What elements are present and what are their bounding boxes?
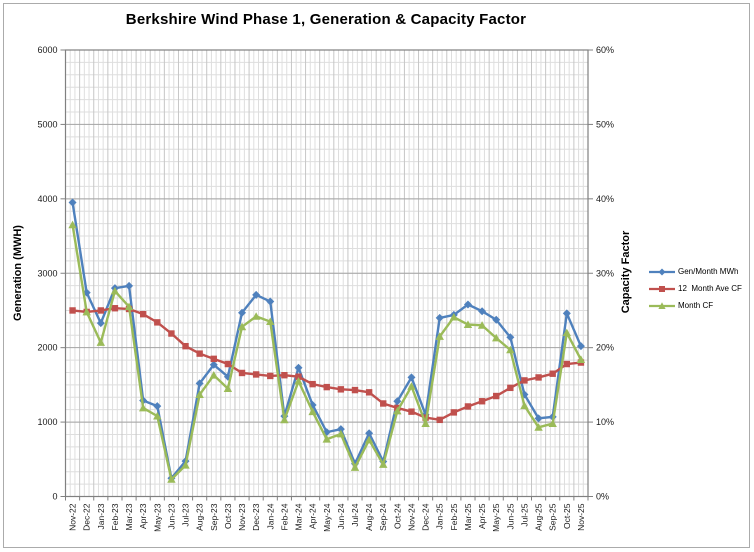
x-tick-label: Aug-24: [364, 503, 374, 531]
legend-label: Month CF: [678, 301, 714, 310]
y-right-tick-label: 0%: [596, 492, 609, 502]
x-tick-label: Aug-25: [534, 503, 544, 531]
x-tick-label: Oct-24: [392, 503, 402, 529]
y-right-tick-label: 40%: [596, 194, 614, 204]
x-tick-label: May-24: [322, 503, 332, 532]
x-tick-label: Oct-25: [562, 503, 572, 529]
x-tick-label: Jan-24: [265, 503, 275, 529]
x-tick-label: Nov-22: [68, 503, 78, 531]
x-tick-label: Nov-23: [237, 503, 247, 531]
x-tick-label: May-25: [491, 503, 501, 532]
x-tick-label: Jul-23: [181, 503, 191, 526]
x-tick-label: Jan-25: [435, 503, 445, 529]
legend-item-12-month-ave-cf: 12 Month Ave CF: [648, 283, 752, 294]
x-tick-label: Apr-23: [138, 503, 148, 529]
y-right-tick-label: 20%: [596, 343, 614, 353]
plot-area: 0 1000 2000 3000 4000 5000 6000 0% 10% 20% 30% 40% 5…: [37, 45, 614, 532]
left-axis-title: Generation (MWH): [12, 225, 24, 321]
x-tick-label: Jan-23: [96, 503, 106, 529]
right-axis-title: Capacity Factor: [620, 230, 632, 313]
x-tick-label: May-23: [152, 503, 162, 532]
y-right-tick-label: 50%: [596, 119, 614, 129]
y-right-tick-label: 10%: [596, 417, 614, 427]
x-tick-label: Oct-23: [223, 503, 233, 529]
legend: Gen/Month MWh 12 Month Ave CF Month CF: [648, 266, 752, 311]
x-tick-label: Nov-25: [576, 503, 586, 531]
x-tick-label: Apr-24: [308, 503, 318, 529]
legend-swatch-line-triangle-icon: [649, 301, 675, 309]
x-tick-label: Dec-23: [251, 503, 261, 531]
x-tick-label: Feb-24: [279, 503, 289, 530]
x-tick-label: Mar-25: [463, 503, 473, 530]
x-tick-label: Dec-24: [421, 503, 431, 531]
legend-label: 12 Month Ave CF: [678, 284, 742, 293]
x-tick-label: Mar-24: [294, 503, 304, 530]
x-tick-label: Jul-24: [350, 503, 360, 526]
x-tick-label: Nov-24: [406, 503, 416, 531]
y-right-tick-label: 60%: [596, 45, 614, 55]
x-tick-label: Dec-22: [82, 503, 92, 531]
x-tick-label: Jul-25: [519, 503, 529, 526]
y-left-tick-label: 3000: [37, 268, 57, 278]
legend-swatch-line-diamond-icon: [649, 268, 675, 275]
y-right-tick-label: 30%: [596, 268, 614, 278]
x-tick-label: Feb-25: [449, 503, 459, 530]
x-tick-label: Mar-23: [124, 503, 134, 530]
x-tick-label: Aug-23: [195, 503, 205, 531]
chart-title: Berkshire Wind Phase 1, Generation & Cap…: [125, 11, 527, 28]
x-tick-label: Feb-23: [110, 503, 120, 530]
series-month-cf: [68, 220, 586, 483]
legend-swatch-line-square-icon: [649, 285, 675, 292]
x-tick-label: Jun-24: [336, 503, 346, 529]
x-tick-label: Sep-25: [548, 503, 558, 531]
x-tick-label: Sep-24: [378, 503, 388, 531]
y-left-tick-label: 5000: [37, 119, 57, 129]
legend-item-month-cf: Month CF: [648, 300, 752, 311]
y-left-tick-label: 0: [52, 492, 57, 502]
y-left-tick-label: 2000: [37, 343, 57, 353]
y-left-tick-label: 4000: [37, 194, 57, 204]
x-tick-label: Jun-25: [505, 503, 515, 529]
y-left-tick-label: 6000: [37, 45, 57, 55]
legend-item-gen-month-mwh: Gen/Month MWh: [648, 266, 752, 277]
x-tick-label: Apr-25: [477, 503, 487, 529]
legend-label: Gen/Month MWh: [678, 267, 739, 276]
y-left-tick-label: 1000: [37, 417, 57, 427]
x-tick-label: Jun-23: [166, 503, 176, 529]
x-tick-label: Sep-23: [209, 503, 219, 531]
